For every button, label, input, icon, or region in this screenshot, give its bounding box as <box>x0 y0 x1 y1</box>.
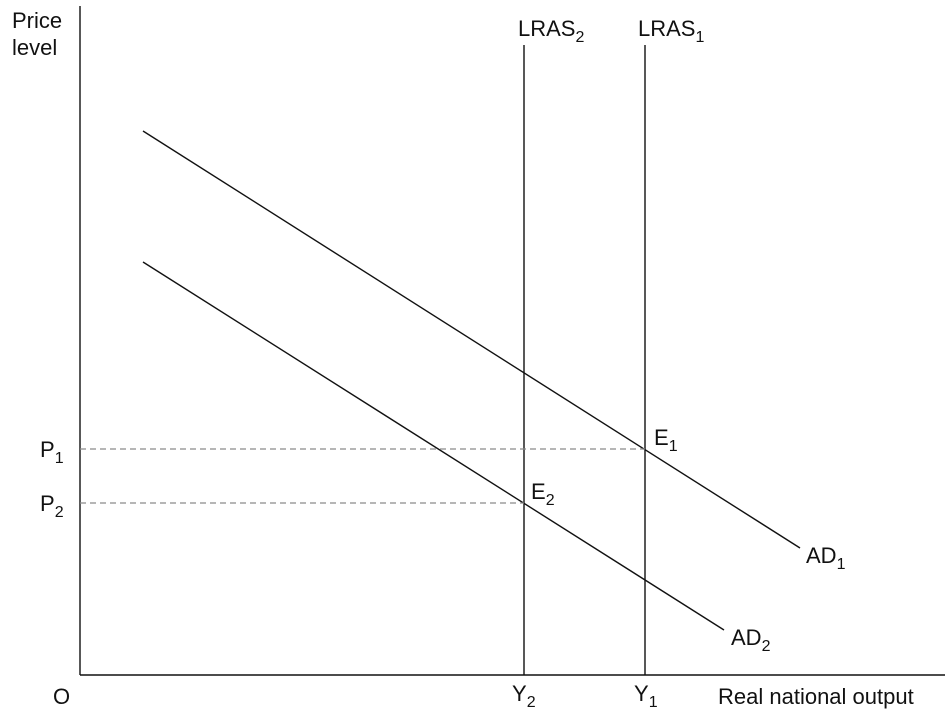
lras2-label-sub: 2 <box>575 29 584 46</box>
e2-label: E2 <box>531 479 555 509</box>
y1-label-base: Y <box>634 681 649 706</box>
p1-label-sub: 1 <box>55 450 64 467</box>
origin-label: O <box>53 684 70 709</box>
ad1-label-sub: 1 <box>837 556 846 573</box>
p2-label: P2 <box>40 491 64 521</box>
lras2-label-base: LRAS <box>518 16 575 41</box>
p1-label-base: P <box>40 437 55 462</box>
p2-label-base: P <box>40 491 55 516</box>
y2-label: Y2 <box>512 681 536 711</box>
y2-label-sub: 2 <box>527 694 536 711</box>
e1-label: E1 <box>654 425 678 455</box>
ad1-label: AD1 <box>806 543 846 573</box>
ad2-label-base: AD <box>731 625 762 650</box>
p1-label: P1 <box>40 437 64 467</box>
e1-label-base: E <box>654 425 669 450</box>
e2-label-base: E <box>531 479 546 504</box>
y2-label-base: Y <box>512 681 527 706</box>
lras1-label-base: LRAS <box>638 16 695 41</box>
lras1-label: LRAS1 <box>638 16 704 46</box>
ad1-curve <box>142 130 801 549</box>
y1-label-sub: 1 <box>649 694 658 711</box>
lras2-label: LRAS2 <box>518 16 584 46</box>
ad1-label-base: AD <box>806 543 837 568</box>
e2-label-sub: 2 <box>546 492 555 509</box>
y-axis-label-line2: level <box>12 35 57 60</box>
x-axis-label: Real national output <box>718 684 914 709</box>
e1-label-sub: 1 <box>669 438 678 455</box>
ad2-curve <box>142 261 725 631</box>
lras1-label-sub: 1 <box>695 29 704 46</box>
ad2-label: AD2 <box>731 625 771 655</box>
ad2-label-sub: 2 <box>762 638 771 655</box>
y-axis-label-line1: Price <box>12 8 62 33</box>
y1-label: Y1 <box>634 681 658 711</box>
p2-label-sub: 2 <box>55 504 64 521</box>
